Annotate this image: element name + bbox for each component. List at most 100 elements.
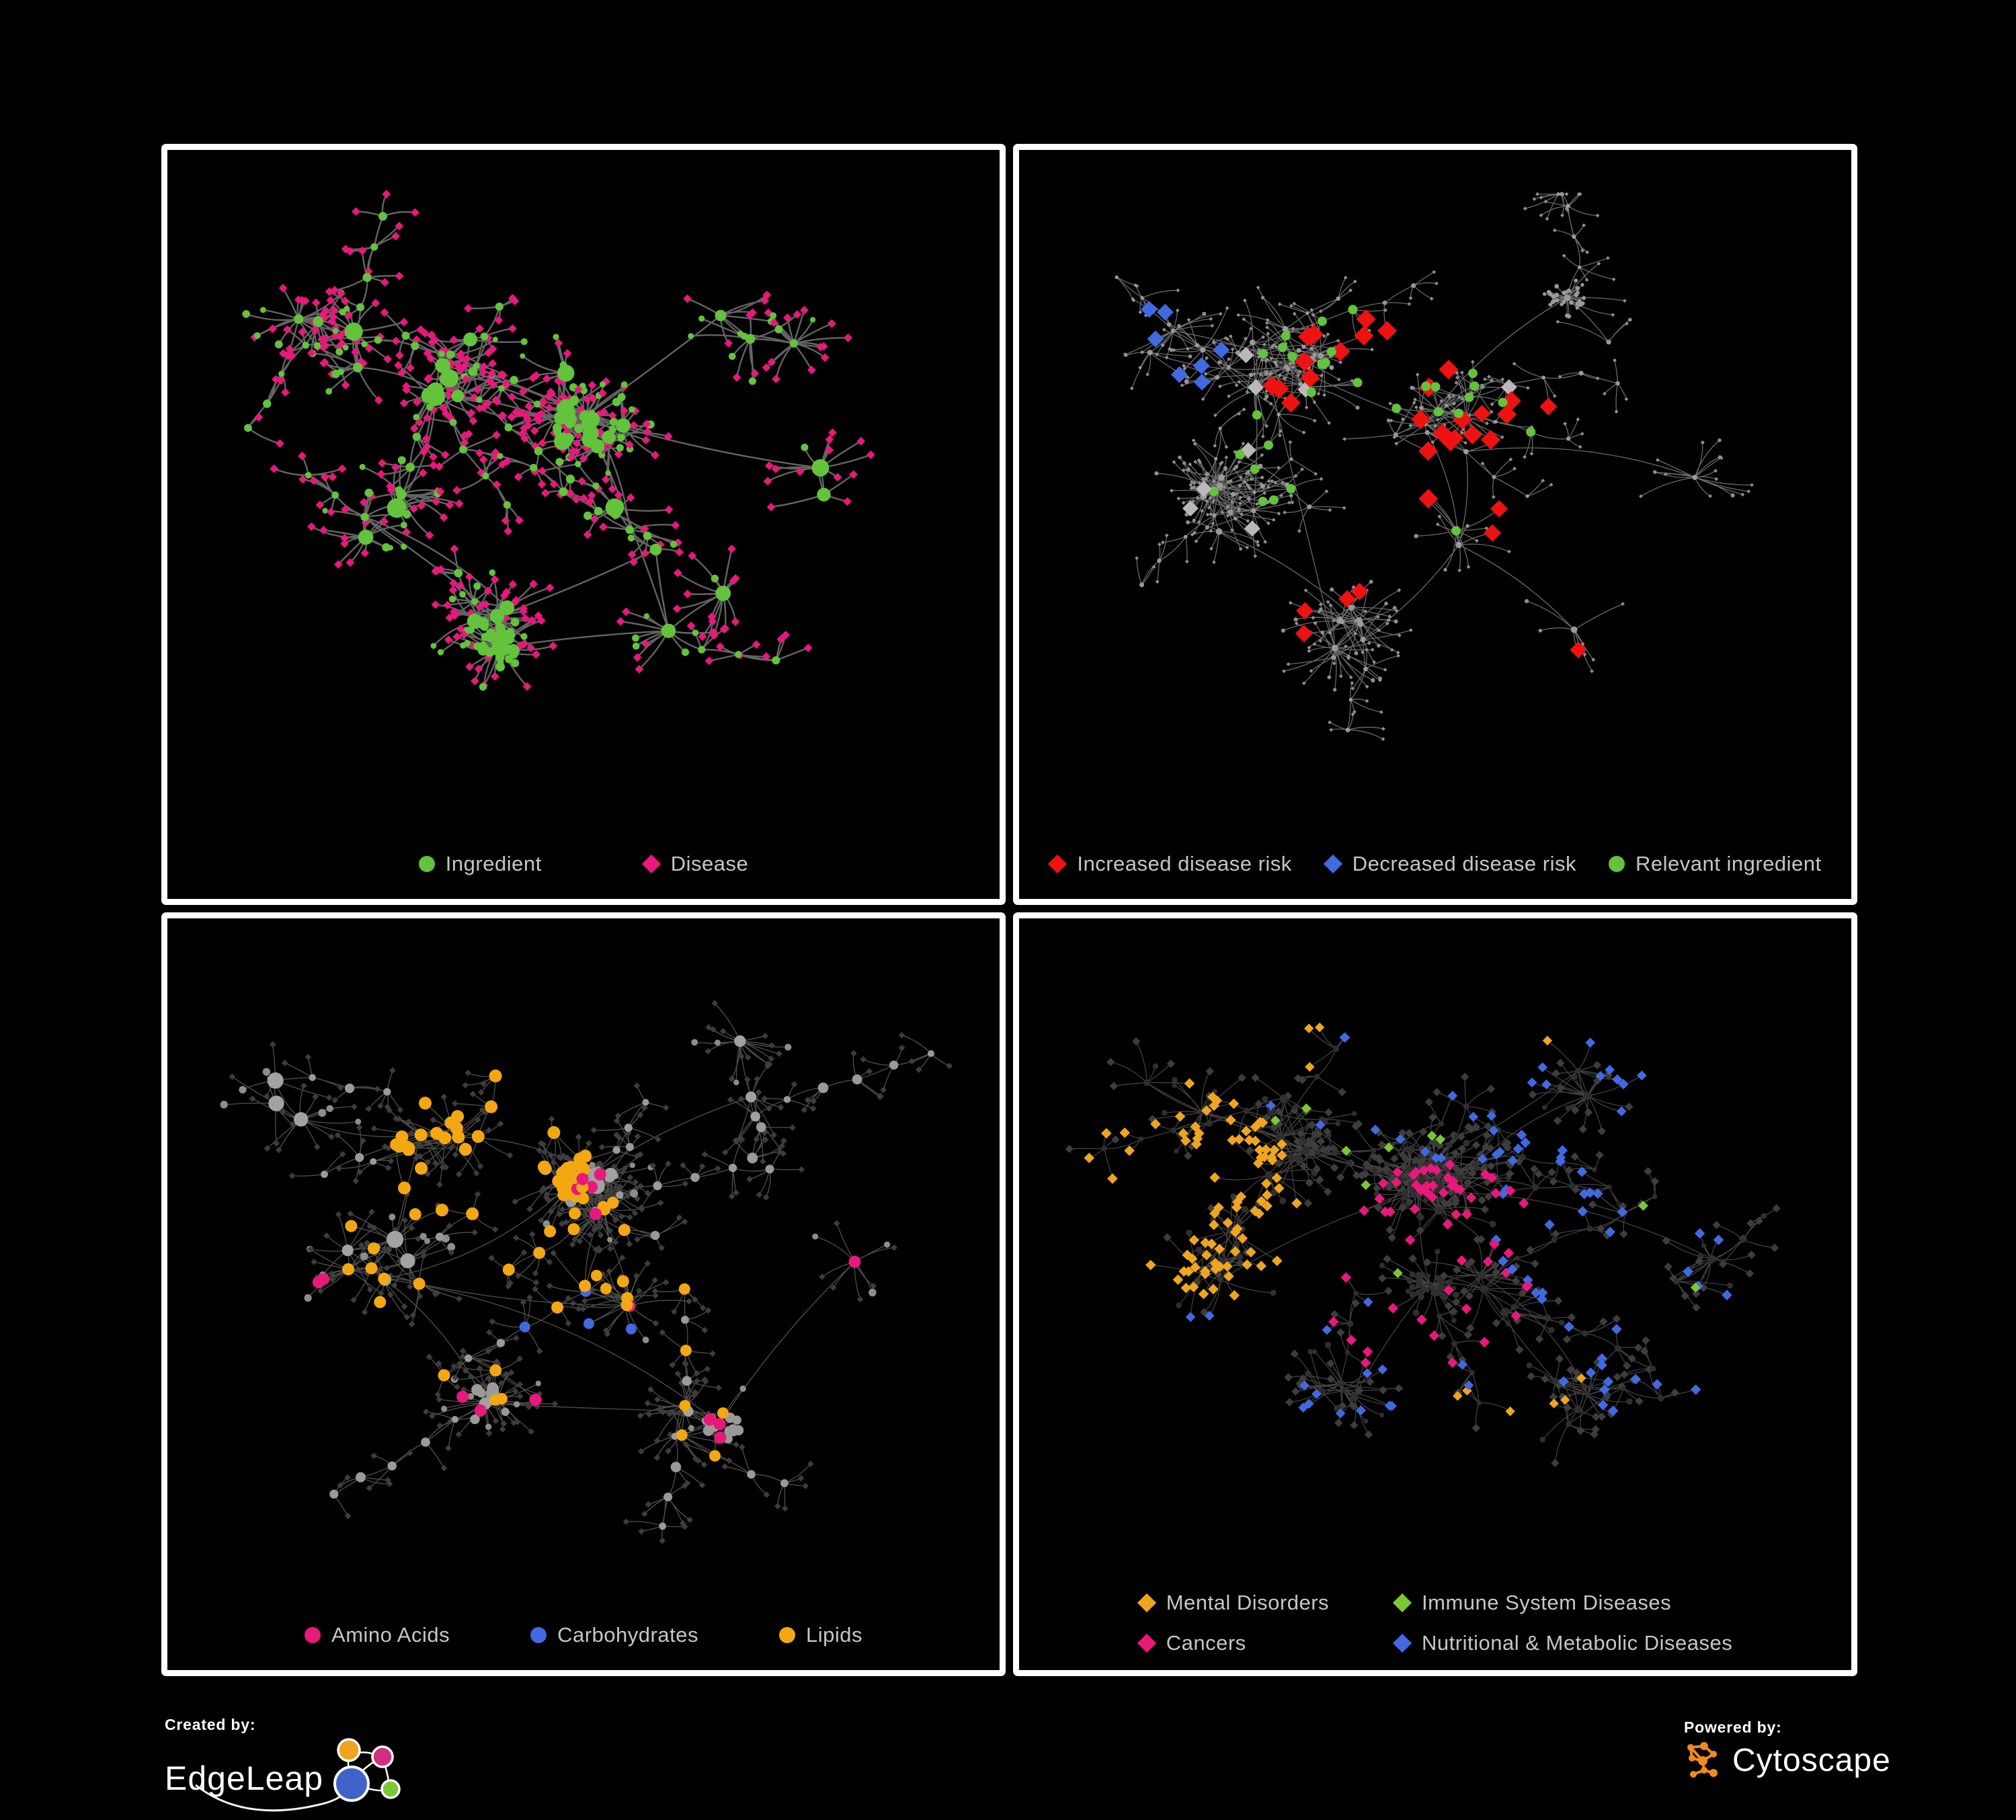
network-edge [1219,531,1248,548]
network-node [643,531,652,541]
network-node [496,1339,506,1347]
network-node [413,397,421,407]
legend-label: Relevant ingredient [1636,852,1822,875]
network-node [1251,508,1256,514]
network-node [774,1503,781,1510]
network-node [772,656,780,665]
network-node [1414,405,1418,409]
network-node [481,1382,489,1389]
network-node [1595,376,1600,381]
network-node [1369,580,1373,584]
network-node [471,1229,478,1236]
network-node [1572,234,1576,239]
network-node [1500,435,1504,440]
network-node [807,365,816,374]
network-node [694,1457,702,1464]
network-edge [1355,1290,1389,1295]
network-edge [1676,1281,1730,1286]
network-node [270,1041,276,1048]
legend-label: Disease [670,852,749,875]
network-node [421,434,431,443]
network-edge [334,276,368,291]
network-node [833,473,842,482]
network-node [739,1385,746,1392]
network-edge [1350,607,1390,617]
network-node [1301,344,1306,349]
network-node [537,480,547,489]
network-node [477,1089,485,1096]
network-node [509,649,518,659]
network-node [359,463,366,470]
network-edge [497,549,656,617]
network-node [588,381,597,390]
network-node [1260,358,1264,362]
network-node [334,1132,341,1139]
network-node [1394,619,1398,624]
network-node [717,1407,729,1419]
network-node [565,1295,572,1302]
network-node [607,1236,613,1243]
network-edge [1186,358,1207,383]
network-node [325,1094,333,1101]
network-node [819,1273,825,1280]
network-node [1381,737,1385,742]
network-node [1526,427,1536,437]
network-node [602,430,616,444]
network-node [680,1345,692,1357]
network-node [747,1470,756,1479]
network-node [329,312,338,321]
network-node [1750,483,1754,487]
network-node [766,1105,772,1112]
network-node [497,1120,504,1127]
network-edge [1568,205,1598,216]
network-node [536,616,546,625]
network-node [898,1044,905,1052]
network-edge [1197,345,1229,367]
network-node [544,1225,557,1238]
network-node [456,581,465,590]
network-edge [1387,420,1396,435]
network-node [244,424,252,432]
network-node [1624,397,1629,401]
network-edge [731,1168,733,1197]
network-edge [1172,313,1221,331]
network-node [1320,630,1325,635]
network-node [728,1163,737,1173]
network-node [620,1169,627,1175]
network-node [444,391,454,400]
network-node [520,424,528,433]
network-node [361,341,368,348]
network-node [413,1277,426,1290]
network-node [1294,621,1299,626]
network-node [1435,418,1440,422]
network-edge [769,1169,802,1171]
network-node [424,1158,432,1166]
network-node [572,439,581,448]
network-node [811,459,830,477]
network-node [400,522,407,528]
network-node [1176,496,1181,501]
network-edge [1188,1232,1203,1273]
network-node [1212,513,1217,518]
diamond-marker-icon [1323,854,1342,874]
network-node [1330,342,1350,362]
network-node [289,1121,296,1128]
network-node [1435,281,1439,286]
network-node [468,366,478,377]
network-node [344,1513,352,1519]
network-node [1701,440,1705,444]
network-node [1718,455,1722,459]
network-node [1192,518,1196,522]
network-node [1554,292,1559,297]
network-node [1214,457,1218,461]
network-edge [1171,349,1203,353]
network-node [430,335,440,345]
network-node [1356,309,1376,329]
network-edge [1645,1340,1654,1370]
network-node [1408,628,1413,633]
network-node [1184,379,1189,384]
network-node [637,1151,644,1158]
network-node [801,443,809,451]
network-edge [1244,300,1254,343]
network-node [532,650,540,659]
